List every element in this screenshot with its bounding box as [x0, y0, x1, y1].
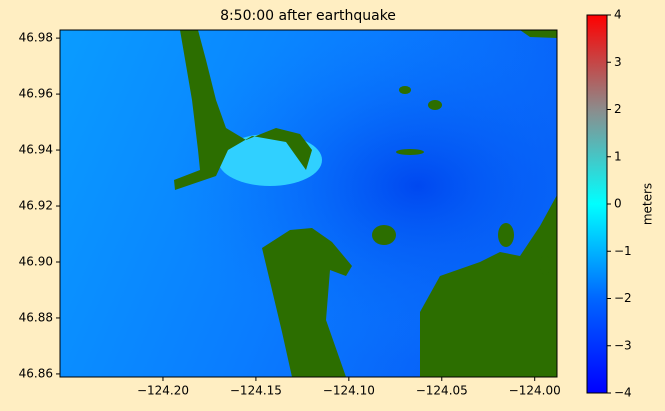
- map-field: [60, 30, 557, 377]
- colorbar-tick-label: 3: [614, 55, 622, 69]
- x-tick-label: −124.10: [323, 384, 375, 398]
- y-tick-label: 46.96: [19, 87, 53, 101]
- colorbar-tick-label: 1: [614, 149, 622, 163]
- plot-frame: [59, 29, 558, 378]
- colorbar-label: meters: [641, 183, 655, 225]
- colorbar-tick-label: −4: [614, 386, 632, 400]
- x-tick-label: −124.05: [416, 384, 468, 398]
- x-tick-label: −124.15: [230, 384, 282, 398]
- y-tick-label: 46.88: [19, 310, 53, 324]
- y-tick-label: 46.92: [19, 199, 53, 213]
- colorbar-tick-label: 2: [614, 102, 622, 116]
- colorbar-tick-label: 4: [614, 8, 622, 22]
- colorbar-tick-label: −3: [614, 338, 632, 352]
- y-tick-label: 46.90: [19, 254, 53, 268]
- colorbar: [586, 14, 608, 394]
- colorbar-tick-label: −1: [614, 244, 632, 258]
- y-tick-label: 46.98: [19, 31, 53, 45]
- x-tick-label: −124.20: [137, 384, 189, 398]
- y-tick-label: 46.86: [19, 366, 53, 380]
- colorbar-tick-label: −2: [614, 291, 632, 305]
- y-tick-label: 46.94: [19, 143, 53, 157]
- colorbar-tick-label: 0: [614, 197, 622, 211]
- land: [174, 30, 557, 377]
- x-tick-label: −124.00: [509, 384, 561, 398]
- chart-title: 8:50:00 after earthquake: [220, 8, 396, 24]
